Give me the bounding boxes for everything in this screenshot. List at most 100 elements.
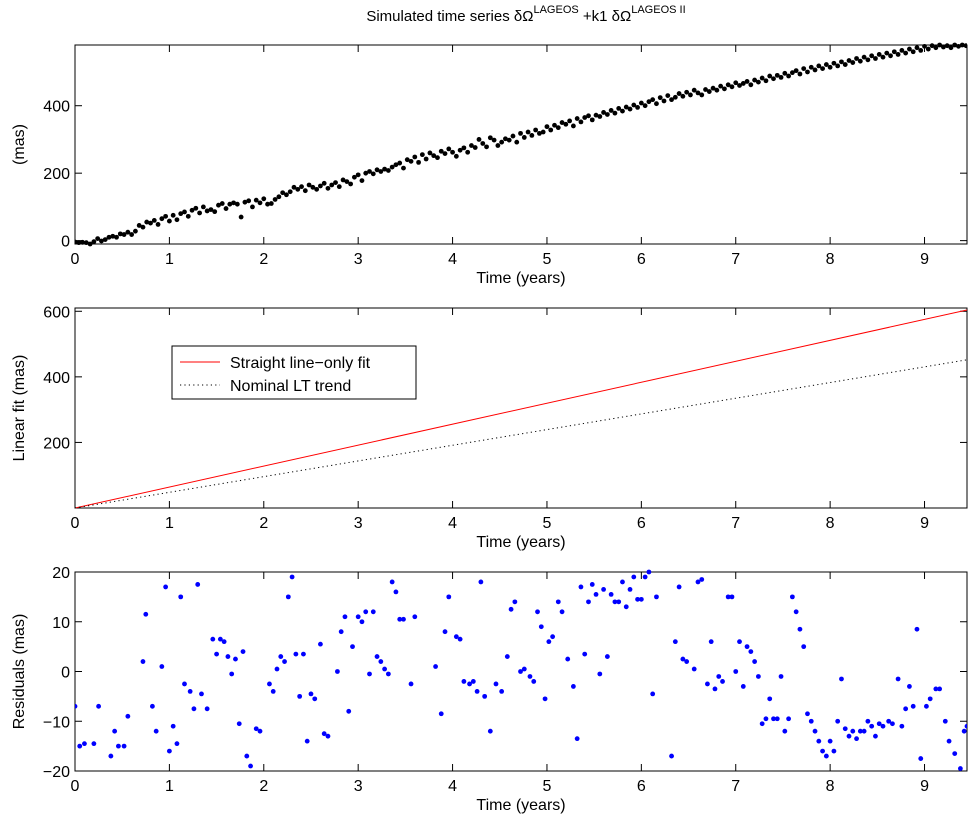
data-point xyxy=(884,50,890,56)
data-point xyxy=(174,217,180,223)
data-point xyxy=(219,201,225,206)
data-point xyxy=(204,706,210,712)
data-point xyxy=(229,671,235,677)
data-point xyxy=(880,723,886,729)
data-point xyxy=(888,53,893,59)
data-point xyxy=(567,118,573,124)
data-point xyxy=(446,146,452,152)
data-point xyxy=(133,228,138,234)
data-point xyxy=(774,716,780,722)
data-point xyxy=(182,681,187,687)
data-point xyxy=(759,75,765,81)
data-point xyxy=(397,616,403,622)
data-point xyxy=(565,656,571,662)
data-point xyxy=(684,89,690,95)
data-point xyxy=(419,152,425,158)
data-point xyxy=(540,129,546,135)
data-point xyxy=(946,738,952,744)
data-point xyxy=(423,156,429,162)
data-point xyxy=(708,639,714,645)
data-point xyxy=(506,137,512,143)
data-point xyxy=(839,59,844,65)
data-point xyxy=(472,145,478,150)
data-point xyxy=(363,609,369,615)
data-point xyxy=(964,723,967,729)
data-point xyxy=(635,104,640,110)
data-point xyxy=(948,45,954,51)
data-point xyxy=(744,79,750,84)
data-point xyxy=(808,64,814,70)
data-point xyxy=(250,204,255,210)
data-point xyxy=(108,753,114,759)
data-point xyxy=(654,101,659,107)
data-point xyxy=(805,711,810,717)
data-point xyxy=(907,684,912,689)
data-point xyxy=(153,728,159,734)
data-point xyxy=(227,201,233,207)
data-point xyxy=(385,168,391,173)
data-point xyxy=(703,87,708,92)
data-point xyxy=(378,659,384,664)
data-point xyxy=(163,213,169,219)
data-point xyxy=(351,174,357,180)
data-point xyxy=(957,766,963,771)
data-point xyxy=(695,90,701,96)
data-point xyxy=(121,743,127,749)
data-point xyxy=(261,196,267,202)
data-point xyxy=(491,137,497,143)
data-point xyxy=(820,66,825,72)
data-point xyxy=(835,718,841,724)
data-point xyxy=(929,43,935,49)
data-point xyxy=(531,679,537,684)
data-point xyxy=(518,130,523,136)
data-point xyxy=(342,614,348,620)
data-point xyxy=(474,689,480,694)
data-point xyxy=(861,54,867,60)
x-tick-label: 7 xyxy=(731,251,740,268)
data-point xyxy=(238,214,244,220)
data-point xyxy=(903,50,909,56)
data-point xyxy=(899,47,905,53)
data-point xyxy=(956,43,961,49)
figure-title-middle: +k1 δΩ xyxy=(579,8,632,25)
data-point xyxy=(771,76,776,82)
data-point xyxy=(257,728,263,734)
data-point xyxy=(187,689,193,694)
data-point xyxy=(110,233,116,239)
data-point xyxy=(510,133,516,139)
data-point xyxy=(189,207,195,213)
data-point xyxy=(631,102,637,108)
data-point xyxy=(899,723,905,729)
data-point xyxy=(302,188,308,194)
data-point xyxy=(374,654,380,659)
data-point xyxy=(839,676,844,682)
data-point xyxy=(495,143,501,148)
data-point xyxy=(933,45,939,51)
data-point xyxy=(253,197,259,203)
data-point xyxy=(129,232,135,237)
axes-frame xyxy=(74,44,968,245)
data-point xyxy=(297,693,303,699)
data-point xyxy=(121,232,127,237)
data-point xyxy=(823,62,829,67)
data-point xyxy=(521,135,527,140)
x-tick-label: 3 xyxy=(354,778,363,795)
data-point xyxy=(469,143,474,148)
data-point xyxy=(559,120,565,125)
data-point xyxy=(778,674,784,679)
data-point xyxy=(642,574,648,580)
data-point xyxy=(143,611,149,617)
data-point xyxy=(112,728,118,734)
data-point xyxy=(285,594,291,600)
data-point xyxy=(620,579,625,585)
data-point xyxy=(370,609,376,615)
data-point xyxy=(850,728,856,734)
data-point xyxy=(937,42,943,48)
data-point xyxy=(278,654,284,659)
data-point xyxy=(95,236,101,242)
data-point xyxy=(289,574,295,580)
data-point xyxy=(635,596,640,602)
data-point xyxy=(214,651,219,657)
data-point xyxy=(257,200,263,206)
